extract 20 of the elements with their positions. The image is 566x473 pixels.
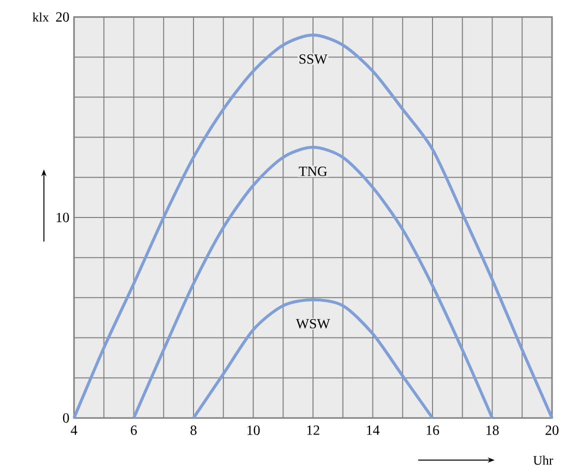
x-tick-label: 12 [307,426,320,435]
y-tick-label: 20 [56,12,69,22]
y-tick-label: 10 [56,212,69,222]
y-tick-label: 0 [63,413,69,423]
x-axis-title: Uhr [533,456,554,465]
line-series [192,298,434,420]
x-tick-label: 18 [486,426,499,435]
x-tick-label: 14 [366,425,380,435]
x-tick-label: 4 [70,426,78,435]
series-label: SSW [300,54,328,64]
x-tick-label: 16 [426,426,440,435]
x-tick-label: 20 [546,426,558,435]
series-label: TNG [298,166,327,176]
x-tick-label: 6 [130,426,137,435]
line-series [132,146,494,420]
y-axis-title: klx [32,12,49,22]
series-label: WSW [296,319,330,328]
x-tick-label: 10 [247,426,260,435]
line-series [72,34,554,420]
x-tick-label: 8 [190,426,196,435]
